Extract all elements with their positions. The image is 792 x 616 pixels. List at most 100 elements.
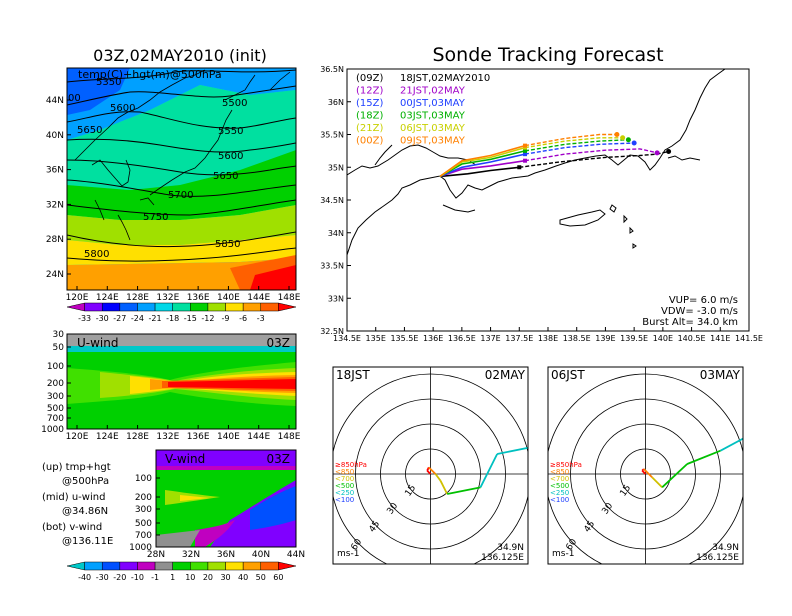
hodograph-unit: ms-1 <box>337 549 359 559</box>
colorbar-swatch <box>278 561 297 571</box>
y-tick-label: 50 <box>53 343 65 353</box>
hodograph-frame <box>332 366 529 565</box>
colorbar-swatch <box>242 561 262 571</box>
colorbar-label: -30 <box>96 314 109 323</box>
contour-label: 5350 <box>96 77 121 88</box>
x-tick-label: 135.5E <box>390 334 418 343</box>
x-tick-label: 138.5E <box>563 334 591 343</box>
colorbar-label: -30 <box>96 573 109 582</box>
x-tick-label: 137E <box>480 334 500 343</box>
colorbar-label: -12 <box>201 314 214 323</box>
colorbar-swatch <box>225 561 244 571</box>
colorbar-swatch <box>137 561 156 571</box>
y-tick-label: 36.5N <box>320 65 344 74</box>
colorbar-label: -27 <box>113 314 126 323</box>
hodograph-legend-item: <850 <box>335 468 354 476</box>
map-label: temp(C)+hgt(m)@500hPa <box>78 68 222 81</box>
colorbar-label: -21 <box>149 314 162 323</box>
legend-time-utc: (12Z) <box>356 86 383 97</box>
track-map <box>347 69 749 331</box>
u-wind-label: U-wind <box>77 336 118 350</box>
track-map-ticks: 36.5N 36N 35.5N 35N 34.5N 34N 33.5N 33N 32.5N134… <box>320 65 763 343</box>
hodograph-segment <box>446 486 481 495</box>
track-line <box>439 166 520 178</box>
y-tick-label: 35.5N <box>320 131 344 140</box>
hodograph-time: 18JST <box>336 368 370 382</box>
track-line <box>439 159 526 178</box>
hodograph-segment <box>643 468 653 478</box>
hodograph-segment <box>496 446 528 455</box>
x-tick-label: 135E <box>366 334 386 343</box>
colorbar-swatch <box>101 302 121 312</box>
param-line: VUP= 6.0 m/s <box>669 295 738 306</box>
colorbar-swatch <box>172 561 191 571</box>
track-line-dashed <box>524 148 658 162</box>
note-line: (mid) u-wind <box>42 492 105 503</box>
x-tick-label: 140E <box>217 432 240 442</box>
u-wind-time: 03Z <box>267 336 291 350</box>
x-tick-label: 136E <box>187 293 210 303</box>
hodograph-lat: 34.9N <box>497 543 524 553</box>
legend-time-jst: 00JST,03MAY <box>400 98 466 109</box>
colorbar-label: -20 <box>113 573 126 582</box>
y-tick-label: 30 <box>53 330 65 340</box>
y-tick-label: 24N <box>46 270 64 280</box>
colorbar-label: -15 <box>184 314 197 323</box>
y-tick-label: 36N <box>46 166 64 176</box>
hodograph-legend-item: <500 <box>335 482 354 490</box>
burst-point <box>523 158 528 163</box>
y-tick-label: 500 <box>135 519 152 529</box>
hodograph-lon: 136.125E <box>696 553 739 563</box>
colorbar-swatch <box>154 302 173 312</box>
x-tick-label: 139.5E <box>620 334 648 343</box>
y-tick-label: 34N <box>328 229 344 238</box>
hodograph-segment <box>428 466 437 475</box>
hodograph-legend-item: ≥850hPa <box>335 461 367 469</box>
x-tick-label: 124E <box>96 293 119 303</box>
hodograph-segment <box>439 480 448 495</box>
hodograph-date: 03MAY <box>700 368 741 382</box>
legend-time-utc: (09Z) <box>356 73 383 84</box>
x-tick-label: 140.5E <box>678 334 706 343</box>
y-tick-label: 100 <box>135 474 152 484</box>
colorbar-swatch <box>225 302 244 312</box>
wind-colorbar: -40 -30 -20 -10 -1 1 10 20 30 40 50 60 <box>66 561 297 582</box>
colorbar-swatch <box>190 302 209 312</box>
sonde-tracks <box>439 132 672 178</box>
colorbar-label: -6 <box>239 314 247 323</box>
x-tick-label: 141E <box>710 334 730 343</box>
colorbar-label: 60 <box>273 573 283 582</box>
colorbar-label: -33 <box>78 314 91 323</box>
colorbar-swatch <box>207 561 226 571</box>
contour-label: 5700 <box>168 190 193 201</box>
legend-time-utc: (21Z) <box>356 123 383 134</box>
landing-point <box>654 150 660 156</box>
colorbar-label: 10 <box>185 573 195 582</box>
landing-point <box>631 140 637 146</box>
track-line-dashed <box>524 137 623 149</box>
x-tick-label: 141.5E <box>735 334 763 343</box>
y-tick-label: 300 <box>47 392 64 402</box>
y-tick-label: 32N <box>46 200 64 210</box>
track-line <box>439 144 526 178</box>
contour-label: 5500 <box>222 98 247 109</box>
x-tick-label: 144E <box>247 293 270 303</box>
colorbar-swatch <box>190 561 209 571</box>
x-tick-label: 140E <box>653 334 673 343</box>
x-tick-label: 144E <box>247 432 270 442</box>
track-line-dashed <box>524 139 629 152</box>
colorbar-label: 30 <box>220 573 230 582</box>
hodograph-segment <box>686 449 721 465</box>
u-wind-field <box>67 334 296 429</box>
x-tick-label: 134.5E <box>333 334 361 343</box>
temp-field: 5350 5500 5600 5550 5650 5600 5650 5700 … <box>67 68 296 290</box>
colorbar-label: 20 <box>203 573 213 582</box>
hodograph-legend-item: <100 <box>335 496 354 504</box>
track-line-dashed <box>524 133 617 147</box>
x-tick-label: 138E <box>538 334 558 343</box>
y-tick-label: 500 <box>47 404 64 414</box>
colorbar-swatch <box>66 561 85 571</box>
contour-label: 5800 <box>84 249 109 260</box>
y-tick-label: 34.5N <box>320 196 344 205</box>
